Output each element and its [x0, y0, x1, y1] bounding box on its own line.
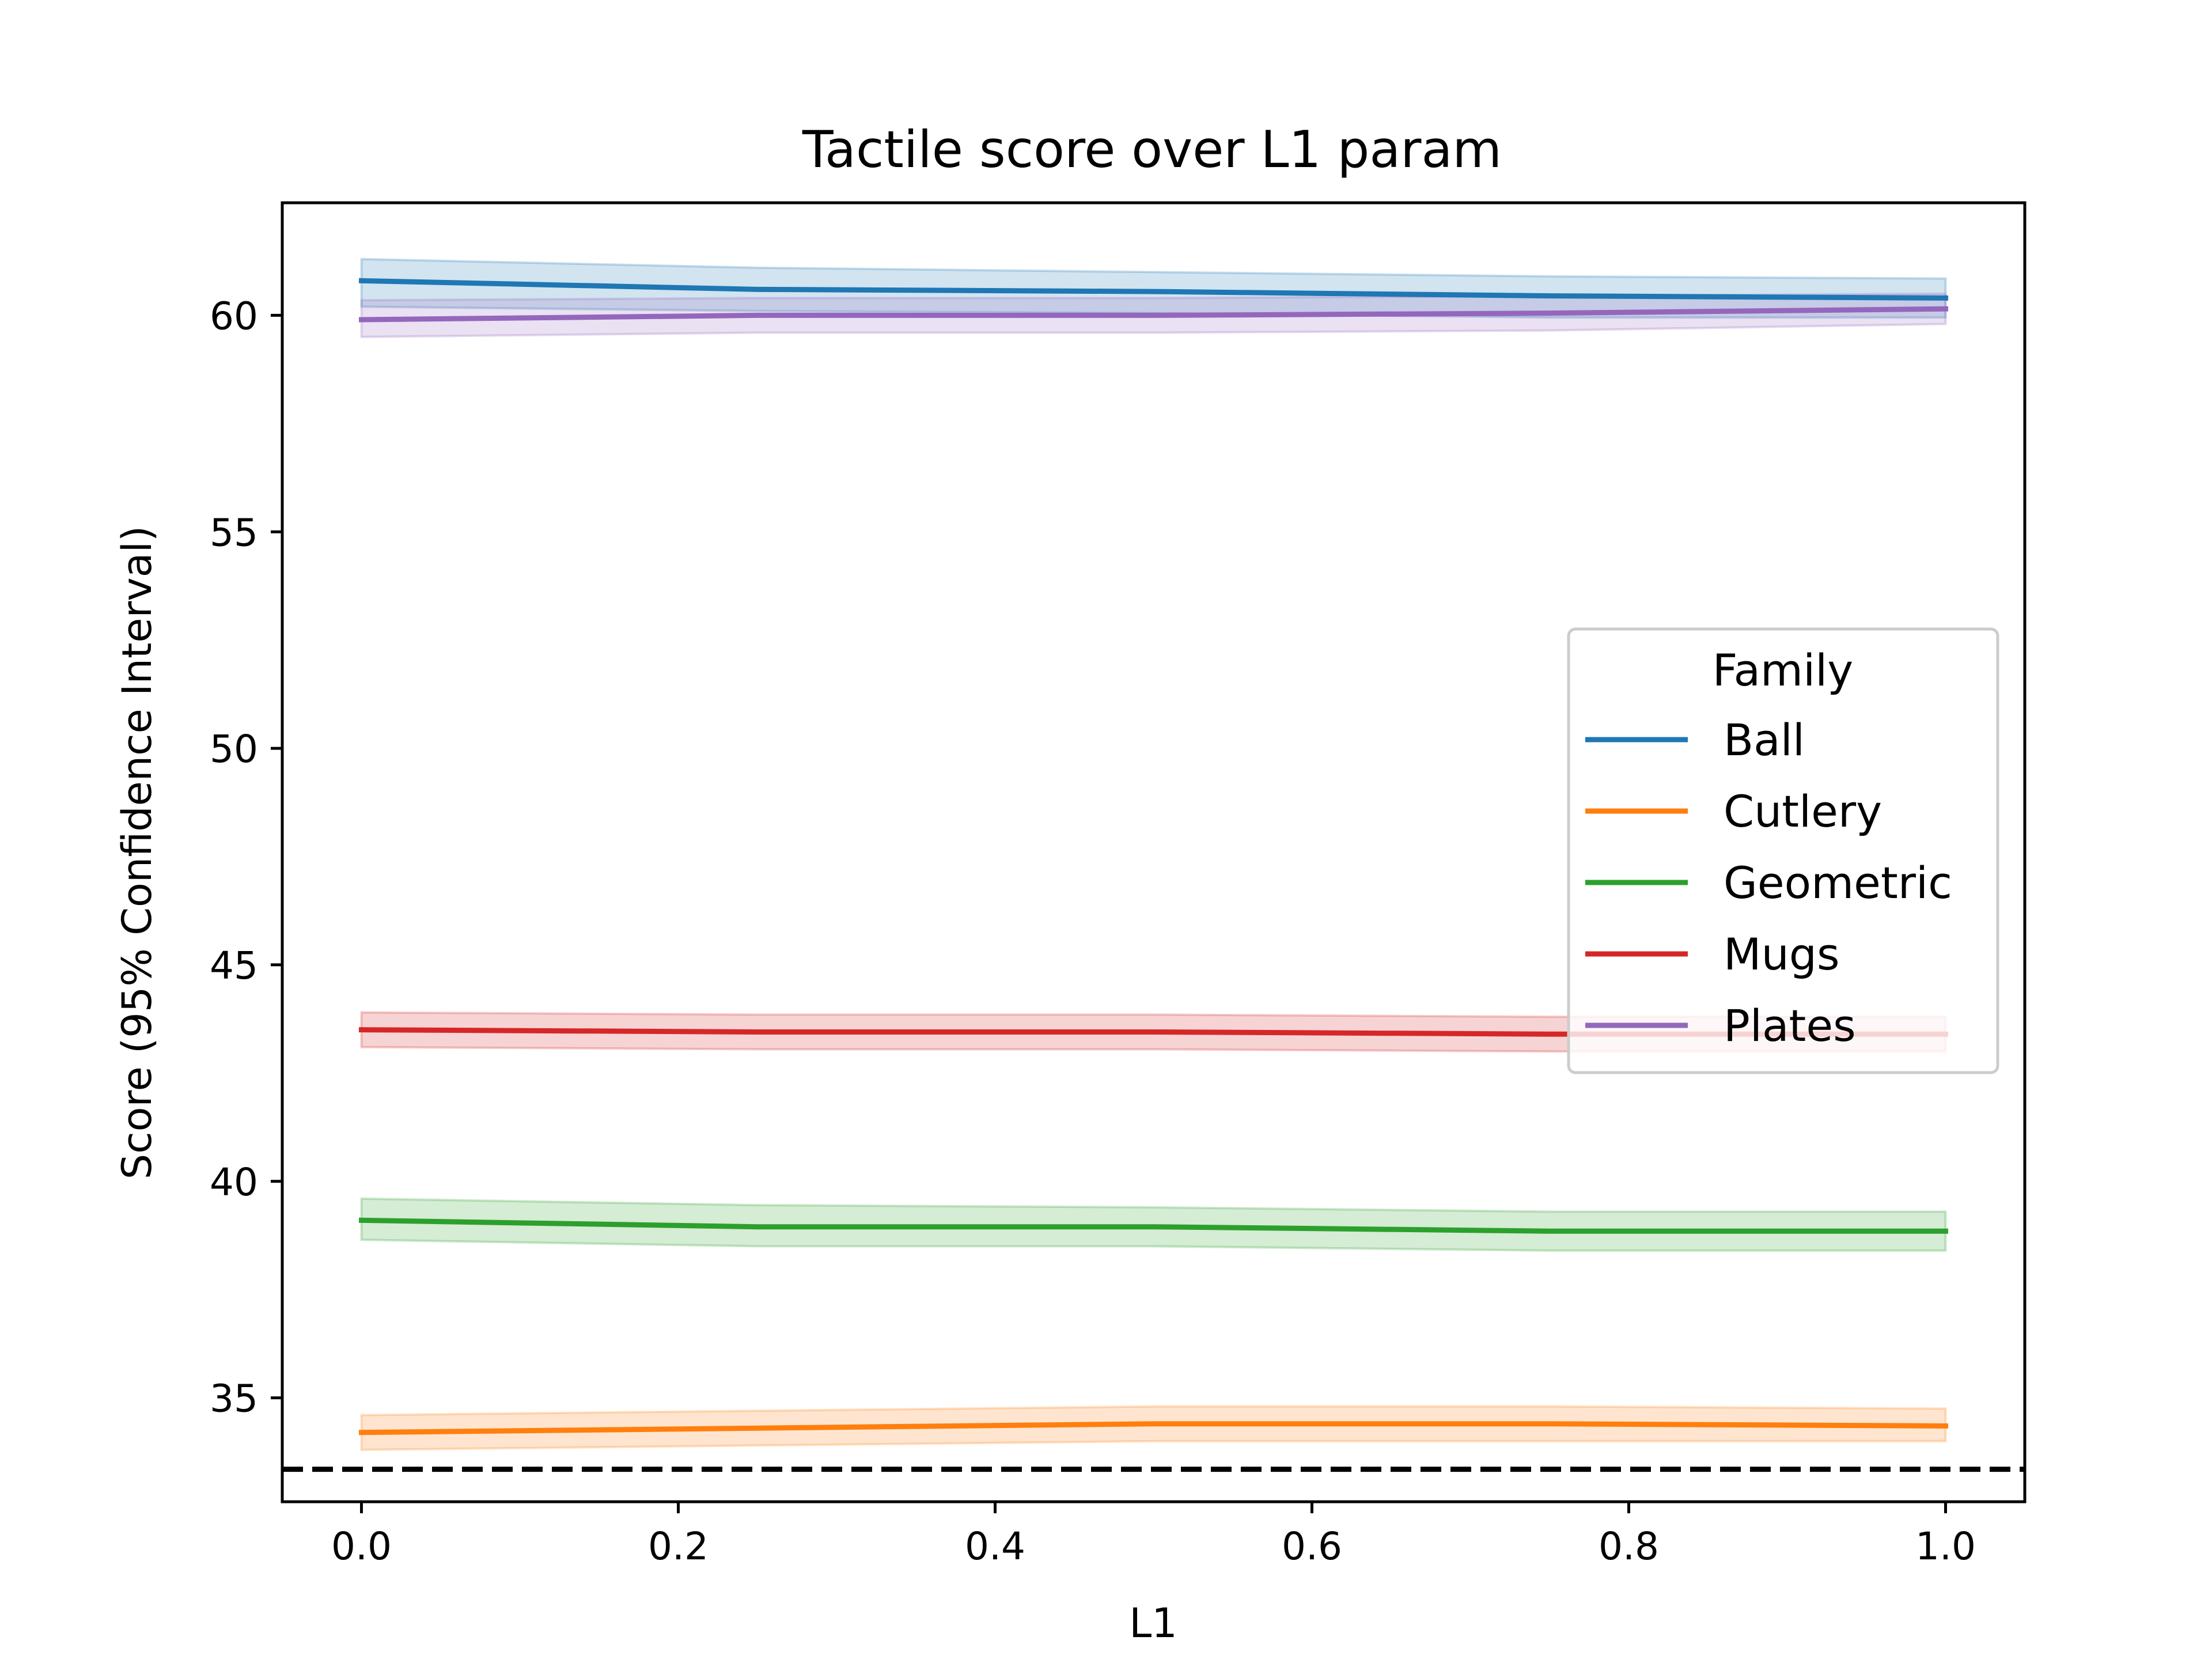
series-line-cutlery — [358, 1421, 1949, 1435]
y-axis-label: Score (95% Confidence Interval) — [113, 526, 161, 1180]
x-axis-label: L1 — [1129, 1600, 1177, 1647]
y-axis-ticks: 35 40 45 50 55 60 — [210, 294, 282, 1421]
y-tick-label: 50 — [210, 727, 258, 771]
legend-label-plates: Plates — [1724, 1000, 1856, 1051]
legend: Family Ball Cutlery Geometric Mugs Plates — [1567, 627, 1999, 1074]
y-tick-label: 40 — [210, 1160, 258, 1205]
series-lines — [358, 278, 1949, 1435]
x-tick-label: 1.0 — [1915, 1524, 1976, 1569]
y-tick-label: 35 — [210, 1377, 258, 1421]
y-tick-label: 45 — [210, 944, 258, 988]
plot-area-frame — [281, 201, 2027, 1503]
confidence-band-cutlery — [360, 1405, 1947, 1451]
series-line-ball — [358, 278, 1949, 301]
legend-label-mugs: Mugs — [1724, 929, 1840, 980]
x-tick-label: 0.2 — [648, 1524, 709, 1569]
legend-label-cutlery: Cutlery — [1724, 786, 1882, 837]
x-axis-ticks: 0.0 0.2 0.4 0.6 0.8 1.0 — [331, 1502, 1976, 1569]
legend-items: Ball Cutlery Geometric Mugs Plates — [1585, 714, 1952, 1051]
legend-label-geometric: Geometric — [1724, 857, 1952, 908]
y-tick-label: 60 — [210, 294, 258, 338]
x-tick-label: 0.8 — [1599, 1524, 1659, 1569]
series-line-plates — [358, 306, 1949, 323]
x-tick-label: 0.4 — [965, 1524, 1025, 1569]
x-tick-label: 0.6 — [1282, 1524, 1342, 1569]
confidence-band-ball — [360, 257, 1947, 319]
legend-title: Family — [1713, 645, 1854, 696]
chart-title: Tactile score over L1 param — [802, 120, 1502, 179]
y-tick-label: 55 — [210, 510, 258, 555]
x-tick-label: 0.0 — [331, 1524, 392, 1569]
series-line-geometric — [358, 1217, 1948, 1234]
legend-label-ball: Ball — [1724, 714, 1805, 766]
